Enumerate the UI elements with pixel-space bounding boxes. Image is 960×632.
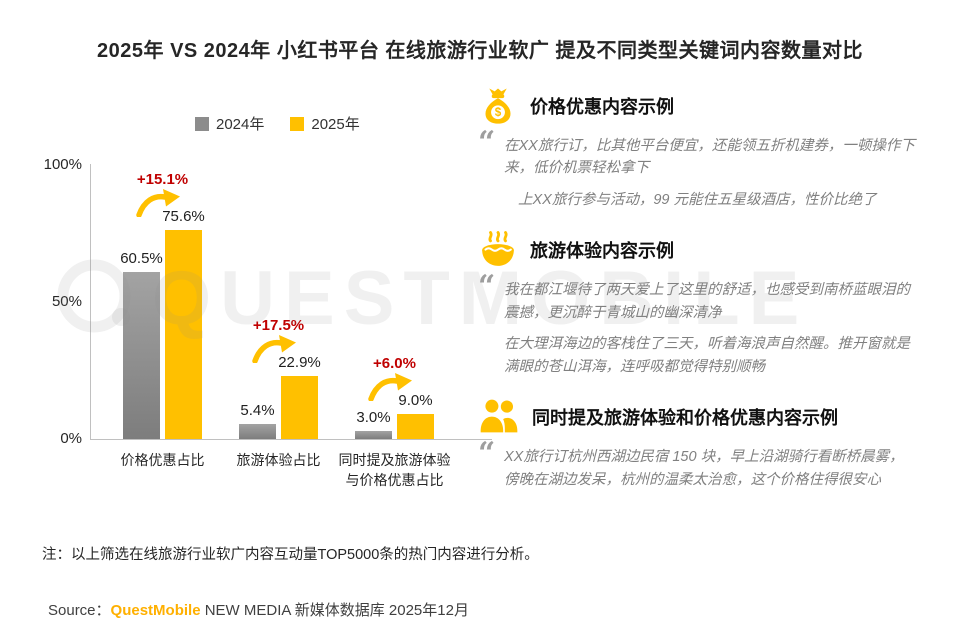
quote-item: “ 我在都江堰待了两天爱上了这里的舒适，也感受到南桥蓝眼泪的震撼，更沉醉于青城山…	[478, 272, 916, 324]
svg-text:$: $	[495, 106, 502, 119]
value-label-2025-0: 75.6%	[162, 208, 205, 226]
bar-2025-2	[397, 414, 434, 439]
quote-text: 我在都江堰待了两天爱上了这里的舒适，也感受到南桥蓝眼泪的震撼，更沉醉于青城山的幽…	[504, 282, 910, 321]
growth-arrow-icon-0	[135, 189, 181, 219]
example-header: 同时提及旅游体验和价格优惠内容示例	[478, 397, 916, 437]
example-heading-price: 价格优惠内容示例	[530, 97, 674, 117]
hot-spring-icon	[478, 230, 518, 270]
legend-swatch-2025	[290, 116, 305, 131]
quote-item: 上XX旅行参与活动，99 元能住五星级酒店，性价比绝了	[478, 189, 916, 211]
page-title: 2025年 VS 2024年 小红书平台 在线旅游行业软广 提及不同类型关键词内…	[97, 40, 863, 62]
legend-label-2024: 2024年	[216, 116, 265, 133]
bar-2025-0	[165, 230, 202, 439]
bar-chart-plot-area: 60.5% 75.6% +15.1% 价格优惠占比 5.4% 22.9% +17.5% 旅…	[90, 164, 492, 488]
y-axis-tick-0: 0%	[60, 430, 82, 447]
quote-text: 上XX旅行参与活动，99 元能住五星级酒店，性价比绝了	[518, 191, 877, 208]
value-label-2024-0: 60.5%	[120, 250, 163, 268]
examples-column: $ 价格优惠内容示例 “ 在XX旅行订，比其他平台便宜，还能领五折机建券，一顿操…	[478, 86, 916, 510]
quote-text: XX旅行订杭州西湖边民宿 150 块，早上沿湖骑行看断桥晨雾，傍晚在湖边发呆，杭…	[504, 449, 904, 488]
example-heading-experience: 旅游体验内容示例	[530, 241, 674, 262]
quote-mark-icon: “	[478, 269, 496, 305]
value-label-2024-2: 3.0%	[356, 408, 391, 426]
chart-legend: 2024年 2025年	[195, 113, 360, 134]
legend-item-2024: 2024年	[195, 113, 264, 134]
quote-mark-icon: “	[478, 436, 496, 472]
category-label-0: 价格优惠占比	[120, 452, 205, 468]
growth-arrow-icon-1	[251, 334, 297, 364]
quote-text: 在XX旅行订，比其他平台便宜，还能领五折机建券，一顿操作下来，低价机票轻松拿下	[504, 138, 915, 177]
quote-item: “ XX旅行订杭州西湖边民宿 150 块，早上沿湖骑行看断桥晨雾，傍晚在湖边发呆…	[478, 439, 916, 491]
growth-arrow-icon-2	[367, 373, 413, 402]
example-section-both: 同时提及旅游体验和价格优惠内容示例 “ XX旅行订杭州西湖边民宿 150 块，早…	[478, 397, 916, 491]
source-suffix: NEW MEDIA 新媒体数据库 2025年12月	[200, 602, 469, 619]
quote-item: 在大理洱海边的客栈住了三天，听着海浪声自然醒。推开窗就是满眼的苍山洱海，连呼吸都…	[478, 333, 916, 378]
value-label-2025-1: 22.9%	[278, 353, 321, 371]
questmobile-brand: QuestMobile	[110, 602, 201, 619]
value-label-2025-2: 9.0%	[398, 392, 433, 410]
quote-text: 在大理洱海边的客栈住了三天，听着海浪声自然醒。推开窗就是满眼的苍山洱海，连呼吸都…	[504, 336, 910, 375]
example-header: $ 价格优惠内容示例	[478, 86, 916, 126]
source-label: Source：	[48, 602, 111, 619]
category-label-2: 同时提及旅游体验 与价格优惠占比	[338, 452, 451, 489]
money-bag-icon: $	[478, 86, 518, 126]
analysis-note: 注：以上筛选在线旅游行业软广内容互动量TOP5000条的热门内容进行分析。	[42, 547, 539, 563]
example-heading-both: 同时提及旅游体验和价格优惠内容示例	[532, 408, 838, 429]
legend-swatch-2024	[195, 116, 209, 131]
quote-item: “ 在XX旅行订，比其他平台便宜，还能领五折机建券，一顿操作下来，低价机票轻松拿…	[478, 128, 916, 180]
two-people-icon	[478, 397, 520, 437]
bar-2024-2	[355, 430, 392, 439]
example-header: 旅游体验内容示例	[478, 230, 916, 270]
bar-2024-0	[123, 272, 160, 439]
quote-mark-icon: “	[478, 125, 496, 160]
bar-2025-1	[281, 375, 318, 439]
legend-label-2025: 2025年	[311, 116, 360, 133]
source-line: Source：QuestMobile NEW MEDIA 新媒体数据库 2025…	[48, 599, 469, 620]
y-axis-tick-50: 50%	[51, 293, 82, 310]
legend-item-2025: 2025年	[290, 113, 360, 134]
change-label-1: +17.5%	[252, 316, 305, 334]
bar-2024-1	[239, 424, 276, 439]
example-section-experience: 旅游体验内容示例 “ 我在都江堰待了两天爱上了这里的舒适，也感受到南桥蓝眼泪的震…	[478, 230, 916, 378]
y-axis-tick-100: 100%	[43, 156, 82, 173]
change-label-0: +15.1%	[136, 171, 189, 189]
category-label-1: 旅游体验占比	[236, 452, 321, 468]
value-label-2024-1: 5.4%	[240, 402, 275, 420]
change-label-2: +6.0%	[373, 355, 416, 373]
example-section-price: $ 价格优惠内容示例 “ 在XX旅行订，比其他平台便宜，还能领五折机建券，一顿操…	[478, 86, 916, 211]
